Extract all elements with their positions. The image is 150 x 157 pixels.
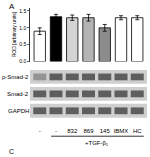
svg-text:A: A [9,2,15,11]
svg-text:0.0: 0.0 [19,58,26,64]
svg-text:1.5: 1.5 [19,8,26,14]
svg-text:869: 869 [83,128,94,134]
svg-text:Smad-2: Smad-2 [7,91,29,97]
svg-text:0.5: 0.5 [19,41,26,47]
svg-text:HC: HC [133,128,142,134]
svg-text:p-Smad-2: p-Smad-2 [2,74,29,80]
svg-text:+TGF-β₁: +TGF-β₁ [85,140,108,146]
svg-text:ROD [arbitrary units]: ROD [arbitrary units] [11,11,17,57]
svg-text:832: 832 [67,128,78,134]
svg-text:IBMX: IBMX [114,128,129,134]
svg-text:-: - [39,128,41,134]
svg-text:1.0: 1.0 [19,25,26,31]
svg-text:145: 145 [100,128,111,134]
svg-text:-: - [55,128,57,134]
svg-text:GAPDH: GAPDH [8,108,29,114]
svg-text:C: C [9,148,14,155]
